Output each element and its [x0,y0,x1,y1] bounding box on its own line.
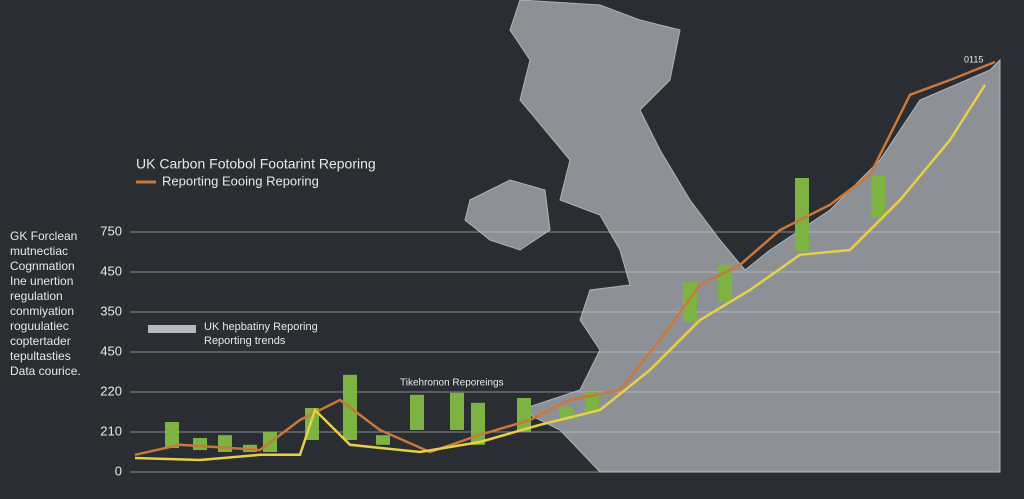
annotation: Reporting trends [204,335,286,347]
y-tick-label: 450 [100,343,122,358]
line [134,84,987,462]
bar [410,394,424,430]
y-tick-label: 350 [100,303,122,318]
legend-label: Reporting Eooing Reporing [162,173,319,188]
side-note: roguulatiec [10,319,69,333]
line [134,60,996,457]
y-tick-label: 750 [100,223,122,238]
map [464,0,1001,473]
bar [165,422,179,448]
annotation-swatch [148,325,196,333]
y-tick-label: 220 [100,383,122,398]
bar [683,282,697,322]
bar [218,435,232,452]
side-note: tepultasties [10,349,71,363]
annotation: UK hepbatiny Reporing [204,321,318,333]
chart-title: UK Carbon Fotobol Footarint Reporing [136,156,376,172]
side-note: regulation [10,289,63,303]
bar [795,178,809,252]
side-note: Ine unertion [10,274,73,288]
side-note: Cognmation [10,259,75,273]
side-note: GK Forclean [10,229,77,243]
side-note: conmiyation [10,304,74,318]
y-tick-label: 450 [100,263,122,278]
bar [871,176,885,218]
annotation: 0115 [964,54,983,64]
annotation: Tikehronon Reporeings [400,378,504,389]
y-tick-label: 210 [100,423,122,438]
side-note: Data courice. [10,364,81,378]
bar [376,435,390,445]
side-note: mutnectiac [10,244,68,258]
bar [471,402,485,445]
bar [450,392,464,430]
side-note: coptertader [10,334,71,348]
bar [193,438,207,450]
y-tick-label: 0 [115,463,122,478]
